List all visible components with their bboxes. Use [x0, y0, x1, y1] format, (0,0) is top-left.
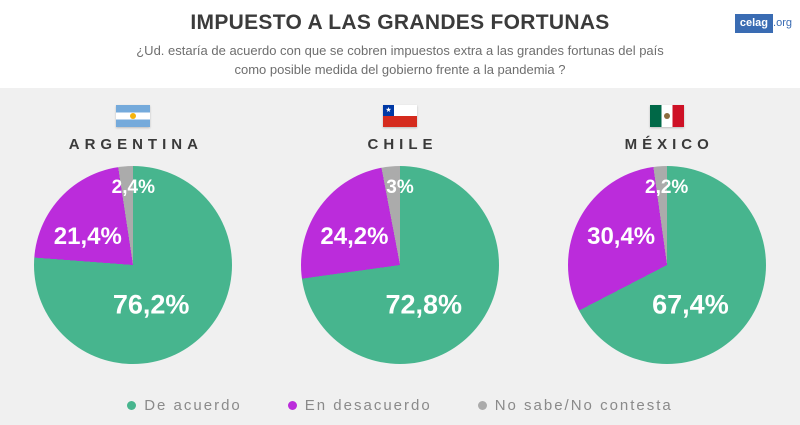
legend-dot-no-answer-icon [477, 401, 487, 410]
pie-label-agree: 72,8% [385, 289, 463, 320]
pie-chart-mexico: 67,4% 30,4% 2,2% [567, 166, 766, 364]
celag-logo-text: celag [734, 14, 774, 33]
celag-logo-suffix: .org [773, 17, 792, 29]
survey-question: ¿Ud. estaría de acuerdo con que se cobre… [136, 43, 664, 77]
legend-item-no-answer: No sabe/No contesta [477, 397, 673, 414]
country-panel-mexico: MÉXICO 67,4% 30,4% 2,2% [533, 88, 800, 364]
legend-dot-disagree-icon [287, 401, 297, 410]
page-title: IMPUESTO A LAS GRANDES FORTUNAS [190, 11, 610, 34]
pie-label-disagree: 24,2% [320, 223, 389, 251]
pie-charts-row: ARGENTINA 76,2% 21,4% 2,4% CHILE 72,8% 2… [0, 88, 800, 364]
country-label-chile: CHILE [367, 136, 438, 153]
country-panel-argentina: ARGENTINA 76,2% 21,4% 2,4% [0, 88, 267, 364]
country-label-argentina: ARGENTINA [68, 136, 203, 153]
legend-item-disagree: En desacuerdo [287, 397, 432, 414]
pie-label-disagree: 30,4% [587, 223, 656, 251]
celag-logo: celag .org [734, 14, 792, 33]
pie-label-agree: 76,2% [112, 289, 190, 320]
mexico-flag-icon [649, 105, 684, 127]
legend-label-disagree: En desacuerdo [304, 397, 432, 414]
pie-label-no-answer: 2,4% [111, 176, 155, 198]
header: IMPUESTO A LAS GRANDES FORTUNAS ¿Ud. est… [0, 0, 800, 88]
pie-chart-chile: 72,8% 24,2% 3% [301, 166, 499, 364]
pie-label-no-answer: 2,2% [645, 176, 689, 198]
legend-label-agree: De acuerdo [144, 397, 242, 414]
chile-flag-icon [383, 105, 417, 127]
country-label-mexico: MÉXICO [624, 136, 714, 153]
legend-dot-agree-icon [127, 401, 137, 410]
legend-item-agree: De acuerdo [127, 397, 242, 414]
argentina-flag-icon [116, 105, 151, 127]
country-panel-chile: CHILE 72,8% 24,2% 3% [267, 88, 534, 364]
legend-label-no-answer: No sabe/No contesta [494, 397, 673, 414]
pie-label-agree: 67,4% [652, 289, 729, 320]
pie-label-disagree: 21,4% [53, 223, 122, 251]
charts-panel: ARGENTINA 76,2% 21,4% 2,4% CHILE 72,8% 2… [0, 88, 800, 425]
pie-label-no-answer: 3% [386, 176, 414, 198]
legend: De acuerdo En desacuerdo No sabe/No cont… [0, 397, 800, 414]
pie-chart-argentina: 76,2% 21,4% 2,4% [34, 166, 233, 364]
